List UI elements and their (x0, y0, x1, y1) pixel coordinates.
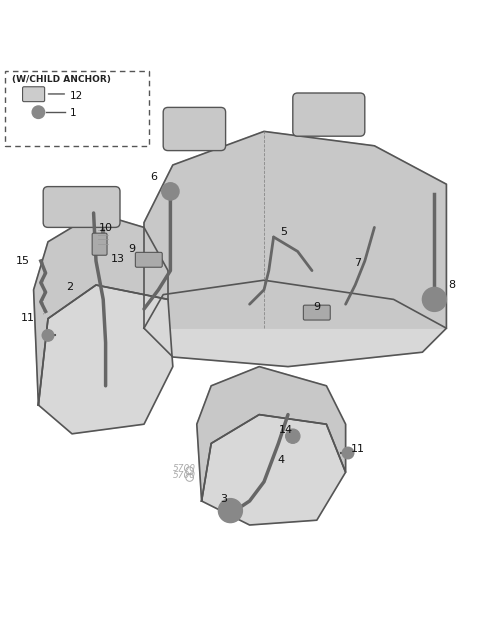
Text: 2: 2 (66, 282, 73, 292)
Text: 3: 3 (220, 494, 227, 504)
Polygon shape (144, 280, 446, 366)
FancyBboxPatch shape (43, 187, 120, 227)
Polygon shape (144, 132, 446, 328)
Text: 6: 6 (150, 172, 157, 182)
Text: 11: 11 (21, 313, 35, 323)
Circle shape (422, 287, 446, 311)
Circle shape (32, 106, 45, 119)
Text: 8: 8 (449, 280, 456, 290)
FancyBboxPatch shape (303, 305, 330, 320)
Polygon shape (34, 213, 168, 405)
FancyBboxPatch shape (293, 93, 365, 136)
Text: 5700: 5700 (173, 464, 196, 473)
Text: 12: 12 (70, 91, 83, 101)
Circle shape (42, 329, 54, 341)
Text: 15: 15 (16, 256, 30, 266)
Text: 1: 1 (70, 108, 76, 118)
Text: 14: 14 (278, 425, 293, 435)
Polygon shape (202, 415, 346, 525)
FancyBboxPatch shape (163, 108, 226, 151)
Text: 10: 10 (98, 223, 113, 234)
Text: 9: 9 (129, 244, 135, 254)
Text: 13: 13 (110, 253, 125, 264)
Circle shape (342, 447, 354, 459)
FancyBboxPatch shape (5, 72, 149, 146)
Polygon shape (38, 285, 173, 434)
Circle shape (218, 499, 242, 523)
FancyBboxPatch shape (92, 233, 107, 255)
Text: 5700: 5700 (173, 471, 196, 480)
Circle shape (286, 429, 300, 443)
Polygon shape (197, 366, 346, 501)
FancyBboxPatch shape (23, 87, 45, 101)
Text: 7: 7 (354, 258, 361, 268)
Circle shape (162, 183, 179, 200)
Text: (W/CHILD ANCHOR): (W/CHILD ANCHOR) (12, 75, 111, 84)
Text: 9: 9 (313, 302, 320, 311)
Text: 11: 11 (350, 444, 365, 454)
FancyBboxPatch shape (135, 252, 162, 267)
Text: 4: 4 (277, 455, 284, 465)
Text: 5: 5 (280, 227, 287, 237)
